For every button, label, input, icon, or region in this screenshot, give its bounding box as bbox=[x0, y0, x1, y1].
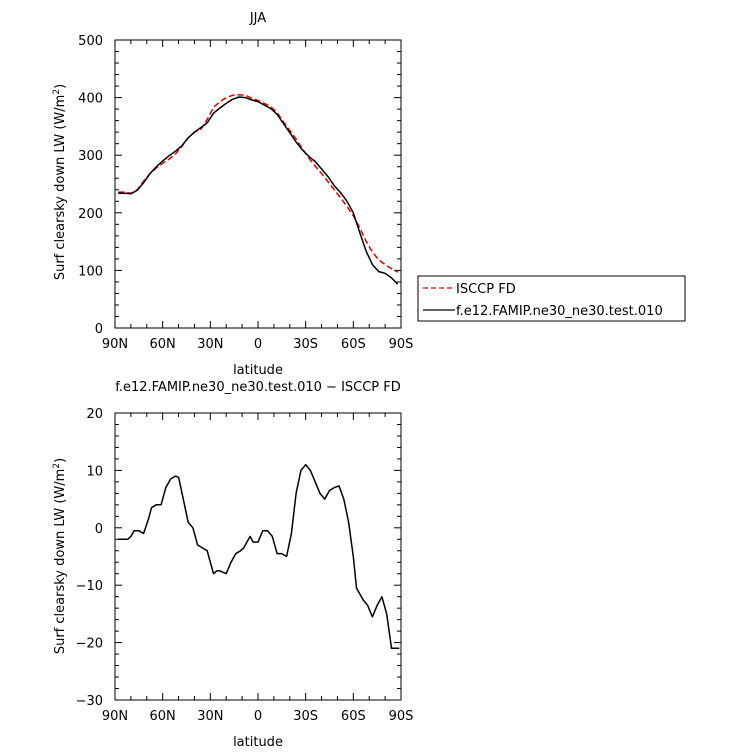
bottom-x-tick-label: 30S bbox=[293, 709, 318, 724]
bottom-chart-lines bbox=[118, 463, 400, 650]
top-chart-y-axis-label-sup: 2 bbox=[52, 89, 62, 95]
top-x-tick-label: 90S bbox=[389, 337, 414, 352]
bottom-chart-y-axis-label-end: ) bbox=[53, 458, 68, 463]
bottom-x-tick-label: 60N bbox=[150, 709, 176, 724]
bottom-chart-y-axis-label-base: Surf clearsky down LW (W/m bbox=[53, 469, 68, 655]
top-chart-title: JJA bbox=[249, 11, 266, 26]
top-series-line-0 bbox=[118, 93, 399, 273]
top-chart-y-axis-label-end: ) bbox=[53, 84, 68, 89]
bottom-chart: f.e12.FAMIP.ne30_ne30.test.010 − ISCCP F… bbox=[52, 380, 413, 750]
top-y-tick-label: 200 bbox=[78, 207, 103, 222]
top-y-tick-label: 0 bbox=[95, 322, 103, 337]
top-x-tick-label: 30N bbox=[197, 337, 223, 352]
top-chart-frame bbox=[114, 39, 402, 329]
top-chart-lines bbox=[118, 93, 399, 285]
bottom-y-tick-label: 0 bbox=[95, 522, 103, 537]
legend-label-model: f.e12.FAMIP.ne30_ne30.test.010 bbox=[456, 304, 663, 319]
bottom-chart-axes bbox=[114, 412, 402, 701]
top-y-tick-label: 100 bbox=[78, 264, 103, 279]
bottom-chart-frame bbox=[114, 412, 402, 701]
top-chart-x-axis-label: latitude bbox=[233, 363, 283, 378]
top-chart-axes bbox=[114, 39, 402, 329]
top-chart-legend: ISCCP FD f.e12.FAMIP.ne30_ne30.test.010 bbox=[417, 275, 686, 322]
bottom-x-tick-label: 60S bbox=[341, 709, 366, 724]
bottom-series-line-0 bbox=[118, 463, 400, 650]
top-y-tick-label: 400 bbox=[78, 92, 103, 107]
top-x-tick-label: 30S bbox=[293, 337, 318, 352]
bottom-x-tick-label: 90N bbox=[102, 709, 128, 724]
top-series-line-1 bbox=[118, 96, 399, 285]
top-y-tick-label: 500 bbox=[78, 34, 103, 49]
bottom-x-tick-label: 0 bbox=[254, 709, 262, 724]
legend-box bbox=[417, 275, 686, 322]
bottom-x-tick-label: 90S bbox=[389, 709, 414, 724]
top-chart-y-axis-label: Surf clearsky down LW (W/m2) bbox=[52, 84, 68, 280]
bottom-y-tick-label: −30 bbox=[76, 694, 103, 709]
top-x-tick-label: 60N bbox=[150, 337, 176, 352]
bottom-chart-title: f.e12.FAMIP.ne30_ne30.test.010 − ISCCP F… bbox=[115, 380, 401, 395]
bottom-y-tick-label: −20 bbox=[76, 637, 103, 652]
top-x-tick-label: 0 bbox=[254, 337, 262, 352]
bottom-chart-x-axis-label: latitude bbox=[233, 735, 283, 750]
bottom-chart-y-axis-label: Surf clearsky down LW (W/m2) bbox=[52, 458, 68, 654]
legend-label-isccp: ISCCP FD bbox=[456, 282, 516, 297]
top-y-tick-label: 300 bbox=[78, 149, 103, 164]
bottom-x-tick-label: 30N bbox=[197, 709, 223, 724]
top-chart-y-axis-label-base: Surf clearsky down LW (W/m bbox=[53, 95, 68, 281]
bottom-chart-y-axis-label-sup: 2 bbox=[52, 463, 62, 469]
bottom-y-tick-label: 20 bbox=[86, 407, 103, 422]
bottom-chart-ticks: 90N 60N 30N 0 30S 60S 90S −30 −20 −10 0 10 20 bbox=[76, 407, 414, 724]
bottom-y-tick-label: 10 bbox=[86, 464, 103, 479]
top-x-tick-label: 60S bbox=[341, 337, 366, 352]
bottom-y-tick-label: −10 bbox=[76, 579, 103, 594]
top-chart: JJA Surf clearsky down LW (W/m2) latitud… bbox=[52, 11, 686, 378]
top-x-tick-label: 90N bbox=[102, 337, 128, 352]
top-chart-ticks: 90N 60N 30N 0 30S 60S 90S 0 100 200 300 400 500 bbox=[78, 34, 413, 352]
